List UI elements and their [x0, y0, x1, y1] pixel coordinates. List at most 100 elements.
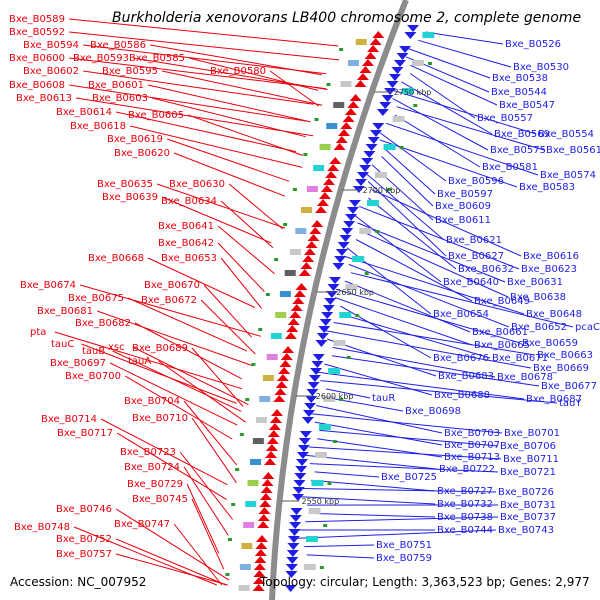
right-gene-label: Bxe_B0530: [513, 62, 569, 73]
reverse-strand-feature: [271, 409, 284, 416]
right-gene-label: Bxe_B0611: [435, 215, 491, 226]
reverse-strand-feature: [255, 542, 268, 549]
forward-strand-feature: [287, 536, 300, 543]
right-connector-line: [300, 496, 436, 505]
reverse-strand-feature: [269, 416, 282, 423]
right-gene-label: Bxe_B0574: [540, 170, 596, 181]
reverse-strand-feature: [261, 479, 274, 486]
annotation-block: [402, 88, 415, 94]
left-connector-line: [161, 70, 323, 106]
left-connector-line: [96, 310, 254, 367]
left-gene-label: Bxe_B0724: [124, 462, 180, 473]
right-gene-label: Bxe_B0722: [439, 464, 495, 475]
annotation-block: [300, 207, 312, 213]
annotation-block: [295, 228, 307, 234]
annotation-block: [326, 123, 338, 129]
marker-tick: [386, 188, 391, 191]
reverse-strand-feature: [275, 381, 288, 388]
right-connector-line: [310, 479, 436, 492]
forward-strand-feature: [381, 95, 394, 102]
left-connector-line: [115, 553, 228, 586]
left-gene-label: Bxe_B0674: [20, 280, 76, 291]
left-connector-line: [100, 418, 228, 486]
forward-strand-feature: [290, 508, 303, 515]
forward-strand-feature: [341, 228, 354, 235]
forward-strand-feature: [363, 151, 376, 158]
right-gene-label: Bxe_B0744: [437, 525, 493, 536]
left-gene-label: Bxe_B0634: [161, 196, 217, 207]
reverse-strand-feature: [340, 122, 353, 129]
annotation-block: [347, 60, 359, 66]
forward-strand-feature: [334, 256, 347, 263]
right-connector-line: [325, 330, 532, 369]
right-gene-label: Bxe_B0627: [448, 251, 504, 262]
left-gene-label: Bxe_B0601: [88, 80, 144, 91]
reverse-strand-feature: [260, 486, 273, 493]
left-gene-label: Bxe_B0670: [144, 280, 200, 291]
right-gene-label: Bxe_B0713: [444, 452, 500, 463]
left-gene-label: Bxe_B0672: [141, 295, 197, 306]
reverse-strand-feature: [252, 584, 265, 591]
forward-strand-feature: [285, 571, 298, 578]
kbp-markers: 2750 kbp 2700 kbp 2650 kbp 2600 kbp 2550 kbp: [281, 88, 432, 506]
reverse-strand-feature: [307, 234, 320, 241]
left-connector-line: [151, 97, 306, 138]
left-connector-line: [127, 297, 248, 352]
right-connector-line: [401, 81, 493, 135]
left-gene-label: Bxe_B0585: [129, 53, 185, 64]
forward-strand-feature: [287, 543, 300, 550]
left-gene-label: Bxe_B0619: [107, 134, 163, 145]
right-connector-line: [331, 355, 540, 387]
left-gene-label: Bxe_B0729: [127, 479, 183, 490]
left-gene-label: Bxe_B0589: [9, 14, 65, 25]
forward-strand-feature: [365, 144, 378, 151]
right-connector-line: [310, 413, 503, 434]
left-connector-line: [269, 70, 320, 107]
reverse-strand-feature: [305, 241, 318, 248]
annotation-block: [255, 417, 267, 423]
reverse-strand-feature: [367, 45, 380, 52]
forward-strand-feature: [399, 46, 412, 53]
marker-tick: [355, 314, 360, 317]
reverse-strand-feature: [265, 444, 278, 451]
right-connector-line: [409, 64, 498, 106]
annotation-block: [305, 536, 318, 542]
reverse-strand-feature: [356, 73, 369, 80]
annotation-block: [250, 459, 262, 465]
left-connector-line: [179, 451, 234, 520]
right-gene-label: Bxe_B0721: [500, 467, 556, 478]
right-gene-label: Bxe_B0663: [537, 350, 593, 361]
left-connector-line: [191, 347, 244, 407]
left-connector-line: [158, 360, 246, 423]
annotation-block: [284, 270, 296, 276]
right-connector-line: [357, 222, 506, 283]
left-connector-line: [187, 114, 304, 156]
marker-tick: [323, 524, 328, 527]
forward-strand-feature: [319, 319, 332, 326]
left-connector-line: [112, 350, 242, 412]
reverse-strand-feature: [252, 577, 265, 584]
left-connector-line: [220, 200, 274, 249]
marker-tick: [225, 573, 230, 576]
kbp-label: 2750 kbp: [394, 88, 432, 97]
right-gene-label: Bxe_B0640: [443, 277, 499, 288]
marker-tick: [231, 503, 236, 506]
right-connector-line: [325, 388, 371, 399]
right-gene-label: Bxe_B0688: [434, 390, 490, 401]
right-gene-label: Bxe_B0596: [448, 176, 504, 187]
right-gene-label: Bxe_B0526: [505, 39, 561, 50]
forward-strand-feature: [305, 396, 318, 403]
left-connector-line: [186, 483, 220, 554]
forward-strand-feature: [297, 445, 310, 452]
reverse-strand-feature: [276, 374, 289, 381]
right-connector-line: [343, 255, 525, 315]
right-gene-label: Bxe_B0554: [538, 129, 594, 140]
right-connector-line: [309, 446, 502, 460]
right-connector-line: [378, 131, 447, 182]
left-gene-label: Bxe_B0594: [23, 40, 79, 51]
marker-tick: [326, 83, 331, 86]
left-gene-label: Bxe_B0700: [65, 371, 121, 382]
forward-strand-feature: [296, 459, 309, 466]
forward-strand-feature: [312, 354, 325, 361]
marker-tick: [239, 433, 244, 436]
